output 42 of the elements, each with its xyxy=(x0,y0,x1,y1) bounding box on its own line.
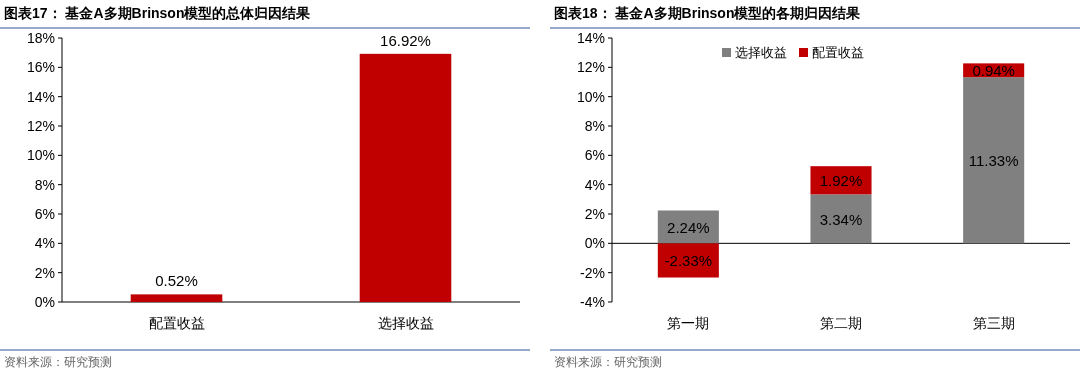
x-tick-label: 选择收益 xyxy=(377,315,434,331)
data-label: 1.92% xyxy=(819,172,863,190)
y-tick-label: 0% xyxy=(34,294,55,310)
y-tick-label: 10% xyxy=(26,147,55,164)
data-label: 16.92% xyxy=(380,31,431,49)
x-tick-label: 第二期 xyxy=(820,315,862,331)
data-label: -2.33% xyxy=(664,252,713,270)
data-label: 11.33% xyxy=(968,152,1019,170)
y-tick-label: 8% xyxy=(584,118,605,134)
text: 资料来源：研究预测 xyxy=(4,355,112,369)
legend-label: 选择收益 xyxy=(735,45,787,60)
data-label: 3.34% xyxy=(819,210,863,228)
y-tick-label: 8% xyxy=(34,176,55,193)
data-label: 0.94% xyxy=(972,62,1015,80)
legend-label: 配置收益 xyxy=(812,45,864,60)
y-tick-label: -4% xyxy=(580,294,605,310)
y-tick-label: 14% xyxy=(576,30,605,46)
text: 资料来源：研究预测 xyxy=(554,355,662,369)
bar xyxy=(963,77,1025,244)
y-tick-label: -2% xyxy=(580,264,605,281)
data-label: 0.52% xyxy=(155,272,198,290)
chart-title: 图表17： 基金A多期Brinson模型的总体归因结果 xyxy=(4,5,312,21)
x-tick-label: 配置收益 xyxy=(148,315,205,331)
bar xyxy=(657,243,719,278)
y-tick-label: 2% xyxy=(584,206,605,222)
y-tick-label: 16% xyxy=(26,59,55,76)
y-tick-label: 14% xyxy=(26,88,55,105)
y-tick-label: 4% xyxy=(584,176,605,193)
y-tick-label: 4% xyxy=(34,235,55,252)
y-tick-label: 6% xyxy=(584,147,605,164)
chart-title: 图表18： 基金A多期Brinson模型的各期归因结果 xyxy=(554,5,862,21)
x-tick-label: 第一期 xyxy=(667,315,710,331)
bar xyxy=(810,194,872,244)
data-label: 2.24% xyxy=(667,218,710,236)
y-tick-label: 10% xyxy=(576,88,605,105)
y-tick-label: 12% xyxy=(26,118,55,134)
y-tick-label: 0% xyxy=(584,235,605,252)
y-tick-label: 6% xyxy=(34,206,55,222)
x-tick-label: 第三期 xyxy=(972,315,1015,331)
y-tick-label: 12% xyxy=(576,59,605,76)
y-tick-label: 2% xyxy=(34,264,55,281)
y-tick-label: 18% xyxy=(26,30,55,46)
